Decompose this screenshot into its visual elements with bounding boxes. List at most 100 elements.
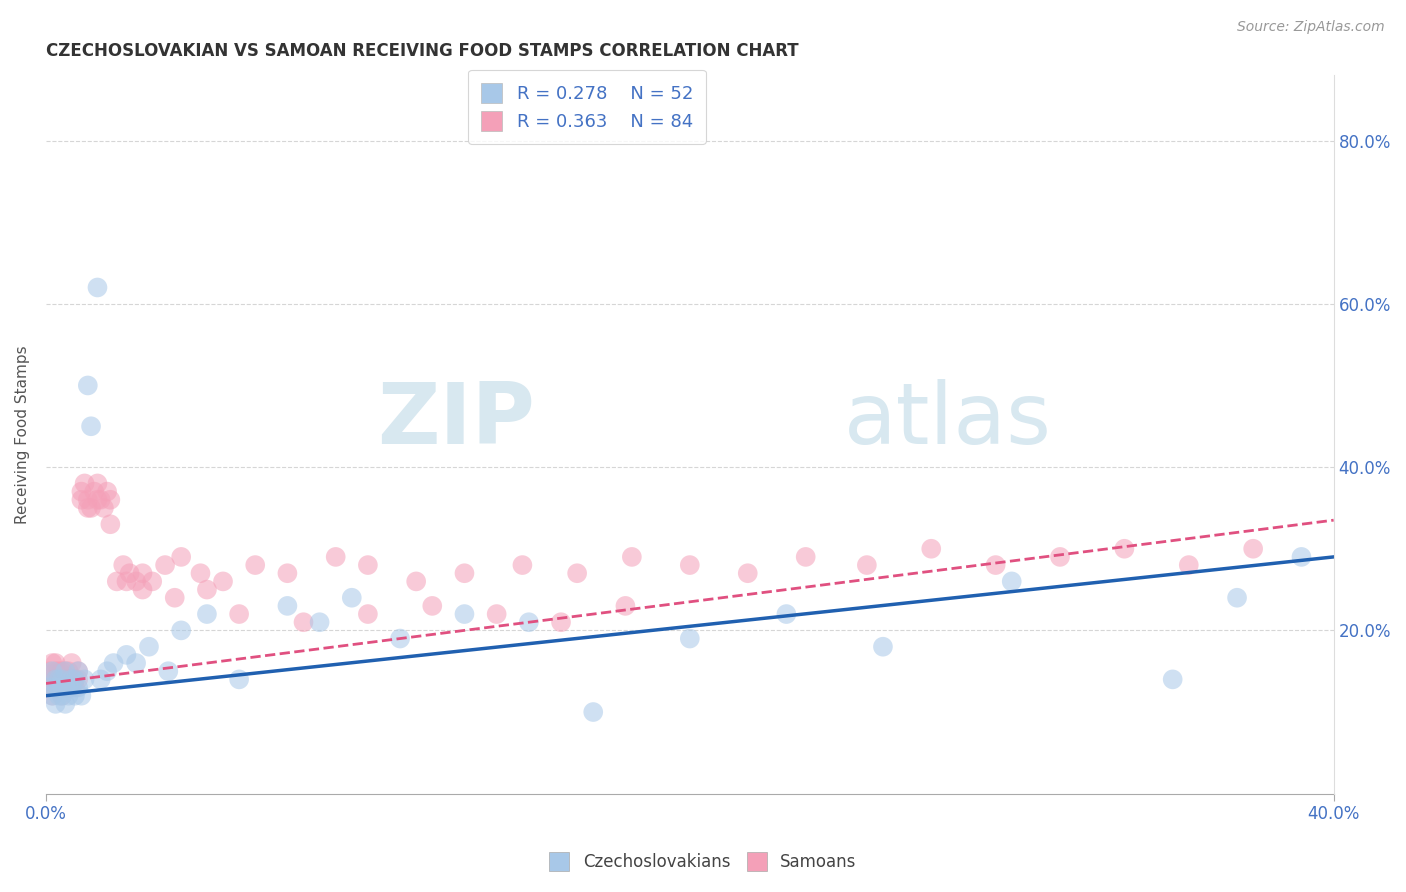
Point <box>58 681 80 695</box>
Point <box>45 697 67 711</box>
Point <box>125 574 148 589</box>
Point <box>41 664 63 678</box>
Text: Source: ZipAtlas.com: Source: ZipAtlas.com <box>1237 20 1385 34</box>
Point <box>80 500 103 515</box>
Point <box>45 664 67 678</box>
Point <box>51 689 73 703</box>
Point <box>53 681 76 695</box>
Point <box>41 689 63 703</box>
Point <box>420 599 443 613</box>
Point <box>53 673 76 687</box>
Point <box>58 664 80 678</box>
Point <box>70 484 93 499</box>
Point <box>141 574 163 589</box>
Point <box>614 599 637 613</box>
Point <box>984 558 1007 572</box>
Point <box>118 566 141 581</box>
Point <box>63 689 86 703</box>
Text: ZIP: ZIP <box>378 378 536 461</box>
Point <box>67 664 90 678</box>
Point <box>41 673 63 687</box>
Y-axis label: Receiving Food Stamps: Receiving Food Stamps <box>15 345 30 524</box>
Legend: Czechoslovakians, Samoans: Czechoslovakians, Samoans <box>541 843 865 880</box>
Point <box>794 549 817 564</box>
Point <box>45 681 67 695</box>
Point <box>620 549 643 564</box>
Point <box>228 673 250 687</box>
Point <box>70 689 93 703</box>
Point <box>45 681 67 695</box>
Point <box>63 681 86 695</box>
Point <box>67 681 90 695</box>
Point <box>58 673 80 687</box>
Point <box>170 624 193 638</box>
Point <box>76 492 98 507</box>
Point <box>115 574 138 589</box>
Point <box>48 673 70 687</box>
Point <box>38 681 60 695</box>
Point <box>98 492 121 507</box>
Point <box>86 476 108 491</box>
Point <box>96 664 118 678</box>
Point <box>51 673 73 687</box>
Point <box>45 673 67 687</box>
Point <box>737 566 759 581</box>
Point <box>1161 673 1184 687</box>
Point <box>453 566 475 581</box>
Point <box>131 582 153 597</box>
Point <box>83 484 105 499</box>
Text: CZECHOSLOVAKIAN VS SAMOAN RECEIVING FOOD STAMPS CORRELATION CHART: CZECHOSLOVAKIAN VS SAMOAN RECEIVING FOOD… <box>46 42 799 60</box>
Point <box>357 558 380 572</box>
Point <box>550 615 572 630</box>
Point <box>73 673 96 687</box>
Point <box>212 574 235 589</box>
Point <box>86 280 108 294</box>
Point <box>103 656 125 670</box>
Point <box>153 558 176 572</box>
Point <box>105 574 128 589</box>
Point <box>48 664 70 678</box>
Point <box>67 673 90 687</box>
Point <box>76 500 98 515</box>
Point <box>512 558 534 572</box>
Point <box>1178 558 1201 572</box>
Point <box>125 656 148 670</box>
Point <box>96 484 118 499</box>
Point <box>228 607 250 621</box>
Point <box>60 681 83 695</box>
Point <box>115 648 138 662</box>
Point <box>90 673 112 687</box>
Point <box>63 673 86 687</box>
Point <box>292 615 315 630</box>
Point <box>51 689 73 703</box>
Point <box>276 599 298 613</box>
Point <box>53 664 76 678</box>
Point <box>60 673 83 687</box>
Text: atlas: atlas <box>845 378 1052 461</box>
Point <box>195 582 218 597</box>
Point <box>565 566 588 581</box>
Point <box>389 632 412 646</box>
Point <box>51 681 73 695</box>
Point <box>48 673 70 687</box>
Point <box>517 615 540 630</box>
Point <box>1241 541 1264 556</box>
Point <box>70 492 93 507</box>
Point <box>112 558 135 572</box>
Point <box>41 689 63 703</box>
Point <box>53 697 76 711</box>
Point <box>308 615 330 630</box>
Point <box>48 681 70 695</box>
Point <box>170 549 193 564</box>
Point <box>51 681 73 695</box>
Point <box>138 640 160 654</box>
Point <box>58 689 80 703</box>
Point <box>405 574 427 589</box>
Point <box>190 566 212 581</box>
Point <box>157 664 180 678</box>
Point <box>1001 574 1024 589</box>
Point <box>485 607 508 621</box>
Point <box>60 673 83 687</box>
Point <box>340 591 363 605</box>
Point <box>45 656 67 670</box>
